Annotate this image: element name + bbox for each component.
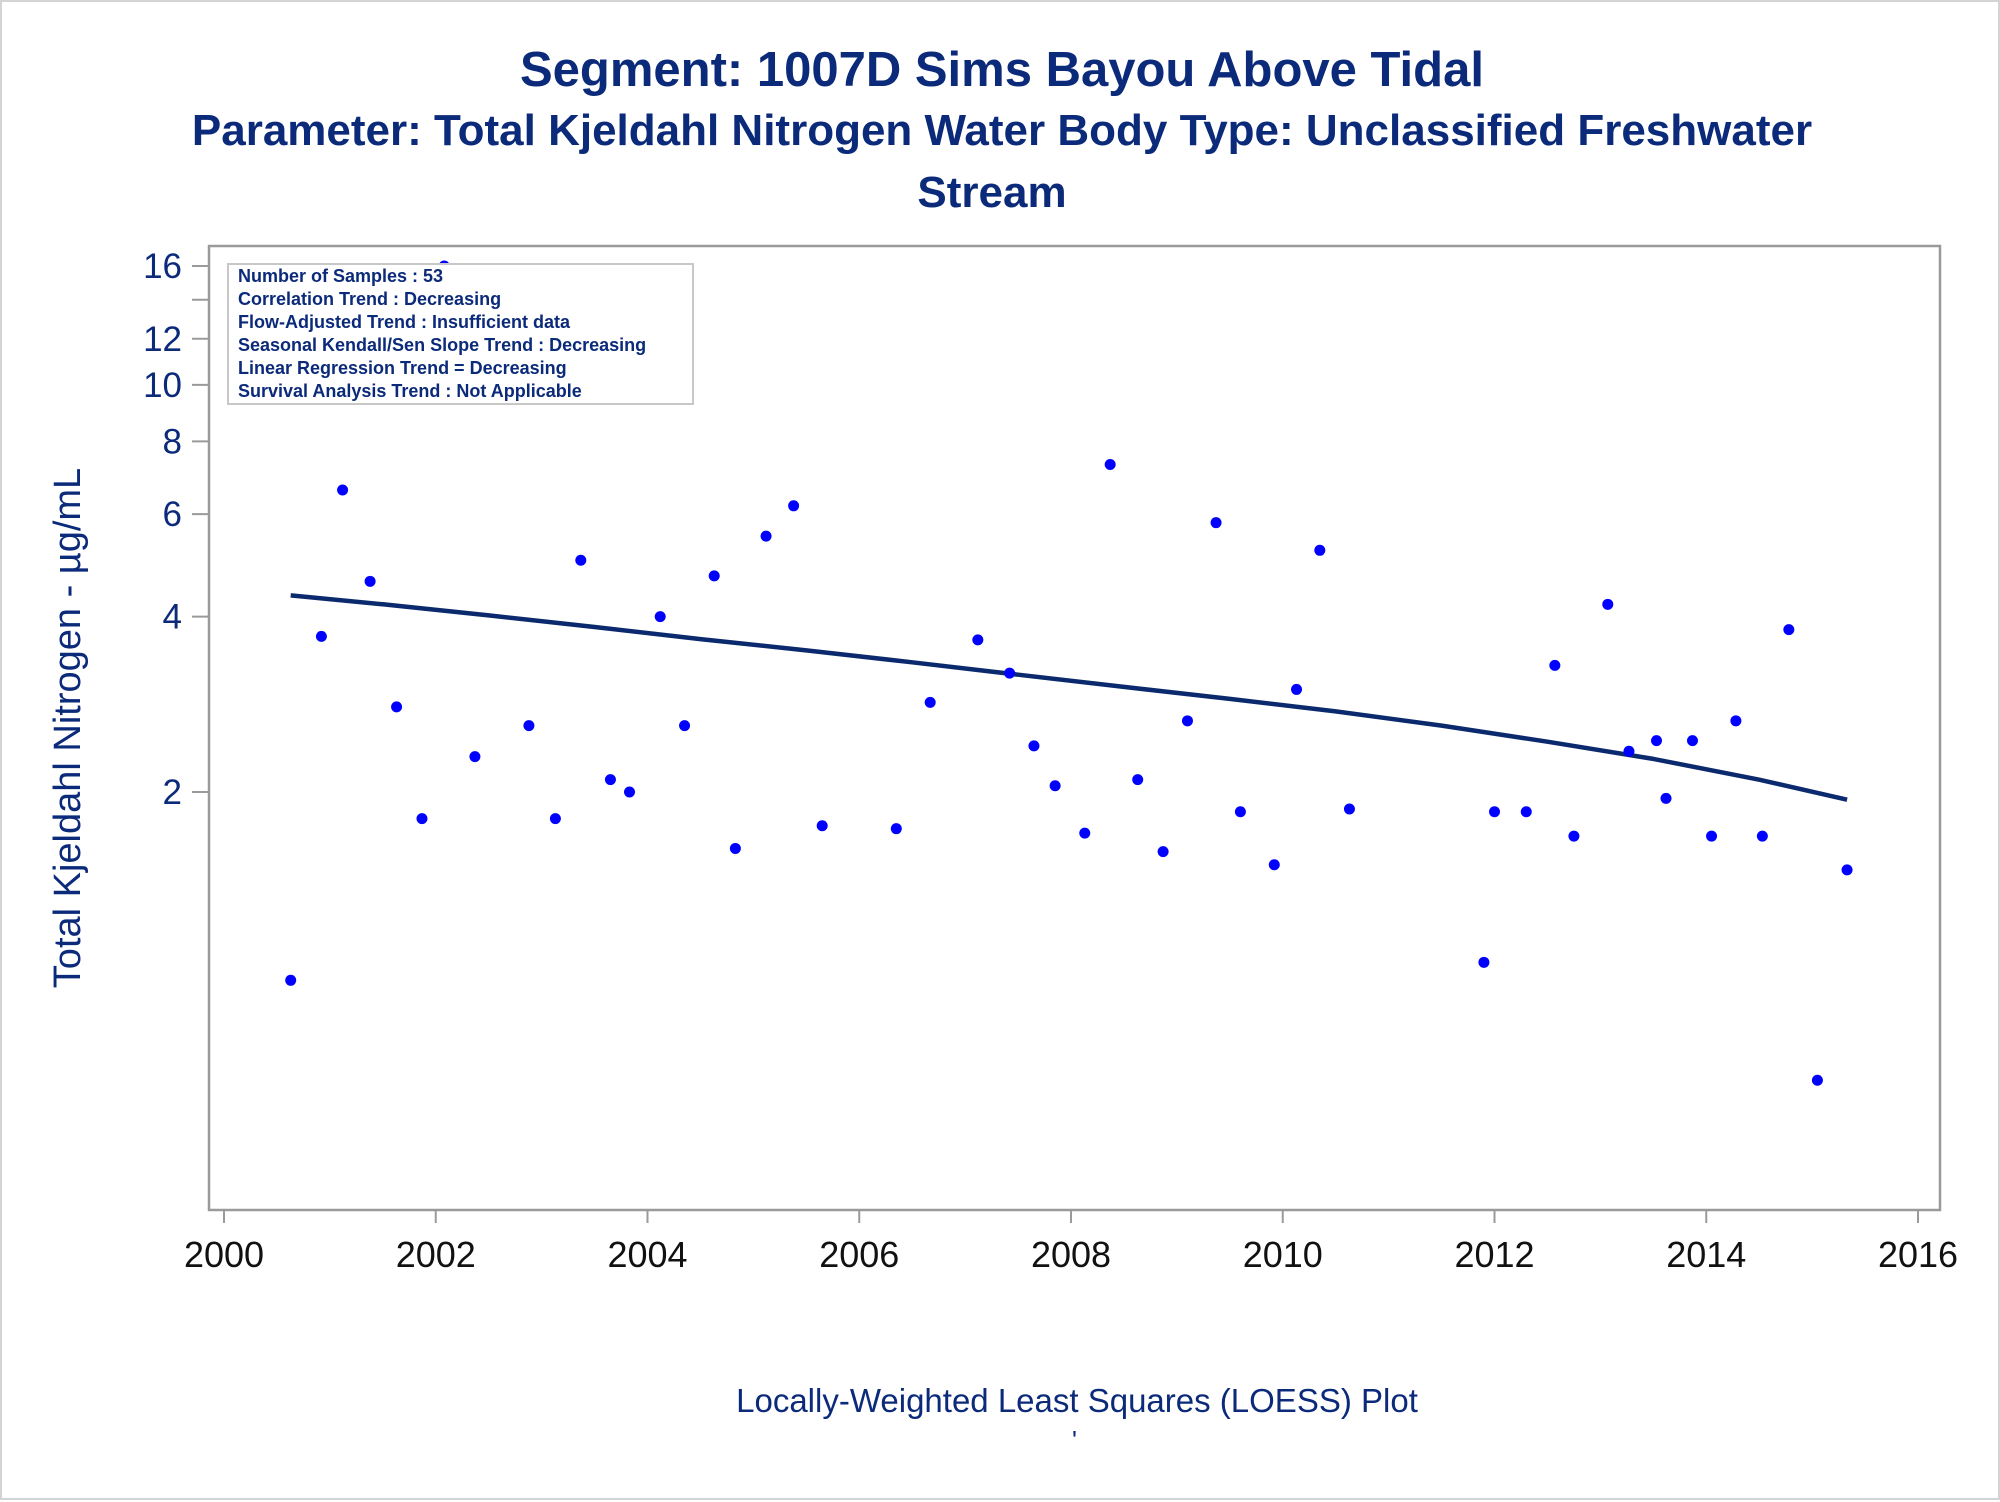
x-tick-label: 2000 — [184, 1234, 264, 1275]
data-point — [285, 974, 297, 986]
data-point — [1210, 517, 1222, 529]
data-point — [364, 575, 376, 587]
data-point — [391, 701, 403, 713]
data-point — [1268, 859, 1280, 871]
data-point — [1004, 667, 1016, 679]
data-point — [1756, 830, 1768, 842]
data-point — [654, 611, 666, 623]
data-point — [816, 820, 828, 832]
stats-legend-line: Survival Analysis Trend : Not Applicable — [238, 381, 582, 401]
data-point — [469, 751, 481, 763]
stats-legend-line: Seasonal Kendall/Sen Slope Trend : Decre… — [238, 335, 646, 355]
data-point — [1157, 846, 1169, 858]
x-tick-label: 2016 — [1878, 1234, 1958, 1275]
data-point — [1234, 806, 1246, 818]
x-tick-label: 2002 — [396, 1234, 476, 1275]
data-point — [1660, 792, 1672, 804]
data-point — [523, 720, 535, 732]
data-point — [1706, 830, 1718, 842]
loess-line — [290, 593, 1848, 802]
chart-footnote: Locally-Weighted Least Squares (LOESS) P… — [736, 1382, 1418, 1419]
data-point — [337, 484, 349, 496]
data-point — [315, 630, 327, 642]
data-point — [1549, 659, 1561, 671]
data-point — [1783, 624, 1795, 636]
data-point — [624, 786, 636, 798]
data-point — [1291, 683, 1303, 695]
plot-frame — [207, 244, 1942, 1212]
y-tick-label: 4 — [163, 598, 182, 637]
data-point — [604, 774, 616, 786]
data-point — [1623, 745, 1635, 757]
y-tick-label: 10 — [143, 366, 182, 405]
data-point — [890, 823, 902, 835]
data-point — [1568, 830, 1580, 842]
data-point — [1314, 544, 1326, 556]
chart-subtitle-continued: Stream — [917, 168, 1067, 217]
stats-legend-line: Linear Regression Trend = Decreasing — [238, 358, 567, 378]
data-point — [760, 530, 772, 542]
x-tick-label: 2012 — [1454, 1234, 1534, 1275]
data-point — [1730, 715, 1742, 727]
x-tick-label: 2004 — [607, 1234, 687, 1275]
data-point — [924, 696, 936, 708]
stats-legend-box — [227, 263, 694, 405]
y-axis-label: Total Kjeldahl Nitrogen - µg/mL — [47, 468, 89, 988]
x-tick-label: 2010 — [1243, 1234, 1323, 1275]
data-point — [1132, 774, 1144, 786]
x-tick-label: 2006 — [819, 1234, 899, 1275]
x-tick-label: 2014 — [1666, 1234, 1746, 1275]
y-tick-label: 8 — [163, 422, 182, 461]
data-point — [729, 842, 741, 854]
data-point — [708, 570, 720, 582]
data-point — [788, 500, 800, 512]
data-point — [1478, 956, 1490, 968]
stats-legend-line: Flow-Adjusted Trend : Insufficient data — [238, 312, 571, 332]
y-tick-label: 12 — [143, 320, 182, 359]
data-point — [1079, 827, 1091, 839]
data-point — [1602, 598, 1614, 610]
data-point — [1686, 735, 1698, 747]
footnote-mark: ' — [1072, 1425, 1077, 1455]
data-point — [549, 813, 561, 825]
data-point — [1104, 458, 1116, 470]
data-point — [1811, 1074, 1823, 1086]
chart-subtitle: Parameter: Total Kjeldahl Nitrogen Water… — [191, 106, 1813, 155]
data-point — [972, 634, 984, 646]
data-point — [416, 813, 428, 825]
chart-title: Segment: 1007D Sims Bayou Above Tidal — [520, 43, 1484, 97]
data-point — [1028, 740, 1040, 752]
x-tick-label: 2008 — [1031, 1234, 1111, 1275]
data-point — [1343, 803, 1355, 815]
stats-legend-line: Correlation Trend : Decreasing — [238, 289, 501, 309]
data-point — [1841, 864, 1853, 876]
y-tick-label: 16 — [143, 247, 182, 286]
y-tick-label: 2 — [163, 773, 182, 812]
data-point — [1489, 806, 1500, 818]
data-point — [575, 554, 587, 566]
data-point — [679, 720, 691, 732]
data-point — [1049, 780, 1061, 792]
data-point — [1181, 715, 1193, 727]
data-point — [1520, 806, 1532, 818]
data-point — [1650, 735, 1662, 747]
y-tick-label: 6 — [163, 495, 182, 534]
stats-legend-line: Number of Samples : 53 — [238, 266, 443, 286]
